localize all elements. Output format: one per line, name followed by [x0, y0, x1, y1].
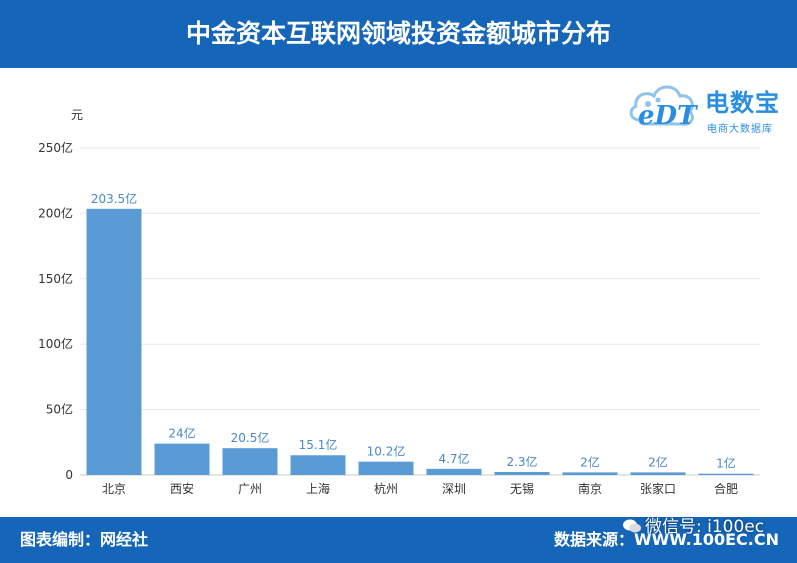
y-tick-label: 50亿: [46, 402, 73, 417]
data-label: 10.2亿: [367, 444, 406, 459]
bar: [358, 461, 414, 475]
logo-subtitle: 电商大数据库: [707, 124, 773, 135]
bar: [562, 472, 618, 475]
x-tick-label: 北京: [102, 482, 126, 496]
x-tick-label: 张家口: [640, 481, 676, 496]
bar: [86, 208, 142, 475]
data-label: 2亿: [580, 454, 600, 469]
x-tick-label: 杭州: [374, 481, 398, 496]
bar: [426, 468, 482, 475]
data-label: 15.1亿: [299, 437, 338, 452]
x-tick-label: 南京: [578, 481, 602, 496]
y-tick-label: 200亿: [38, 205, 73, 220]
x-tick-label: 广州: [238, 482, 262, 496]
x-tick-label: 西安: [170, 481, 194, 496]
data-label: 203.5亿: [91, 191, 137, 206]
wechat-id: 微信号: i100ec: [645, 517, 765, 537]
header-bar: [0, 0, 797, 68]
chart-title: 中金资本互联网领域投资金额城市分布: [185, 19, 611, 48]
y-tick-label: 250亿: [38, 140, 73, 155]
x-tick-label: 上海: [306, 481, 330, 496]
data-label: 2.3亿: [506, 454, 537, 469]
data-label: 1亿: [716, 456, 736, 471]
footer-credit: 图表编制：网经社: [20, 530, 149, 549]
wechat-icon: [623, 519, 641, 533]
x-tick-label: 无锡: [510, 481, 534, 496]
y-tick-label: 0: [65, 468, 73, 482]
bar: [290, 455, 346, 475]
x-tick-label: 深圳: [442, 482, 466, 496]
wechat-watermark: 微信号: i100ec: [622, 512, 764, 537]
footer-source: 数据来源：WWW.100EC.CN: [553, 530, 779, 549]
bar: [154, 443, 210, 475]
bar: [698, 473, 754, 475]
y-tick-label: 100亿: [38, 336, 73, 351]
y-tick-label: 150亿: [38, 271, 73, 286]
y-axis-unit: 元: [71, 108, 84, 122]
footer-bar: 图表编制：网经社 数据来源：WWW.100EC.CN: [0, 517, 797, 563]
logo-mark: eDT: [638, 101, 698, 131]
data-label: 2亿: [648, 454, 668, 469]
bar: [494, 471, 550, 475]
bar: [222, 448, 278, 475]
data-label: 20.5亿: [231, 430, 270, 445]
bar: [630, 472, 686, 475]
logo-name: 电数宝: [705, 89, 780, 117]
data-label: 4.7亿: [438, 451, 469, 466]
x-tick-label: 合肥: [714, 481, 738, 496]
edt-logo-icon: eDT: [629, 85, 698, 131]
data-label: 24亿: [168, 426, 195, 441]
